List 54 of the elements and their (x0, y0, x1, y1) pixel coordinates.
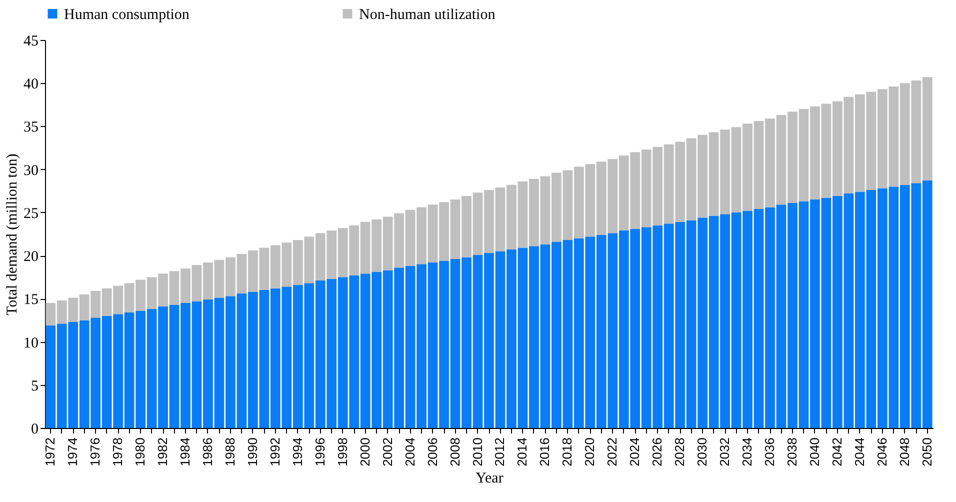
x-tick-label: 2034 (740, 438, 755, 466)
x-tick-label: 2012 (492, 438, 508, 466)
x-tick-label: 1980 (132, 438, 148, 466)
x-tick-label: 2028 (672, 438, 688, 466)
x-tick-label: 2032 (717, 438, 732, 466)
y-axis-title: Total demand (million ton) (4, 154, 20, 316)
x-tick-label: 2038 (784, 438, 800, 466)
x-tick-label: 2020 (582, 438, 598, 466)
x-tick-label: 2036 (762, 438, 778, 466)
x-tick-label: 1976 (88, 438, 103, 466)
x-tick-label: 1996 (312, 438, 328, 466)
x-tick-label: 2046 (874, 438, 890, 466)
x-tick-label: 2000 (357, 438, 372, 466)
x-tick-label: 1982 (155, 438, 170, 466)
x-tick-label: 1972 (42, 438, 58, 466)
y-tick-label: 25 (24, 206, 38, 222)
x-tick-label: 1978 (110, 438, 126, 466)
y-tick-label: 5 (31, 378, 38, 394)
x-tick-label: 2016 (537, 438, 552, 466)
x-tick-label: 2008 (447, 438, 462, 466)
x-tick-label: 2042 (829, 438, 844, 466)
x-tick-label: 2022 (604, 438, 620, 466)
x-tick-label: 1992 (267, 438, 282, 466)
x-tick-label: 1974 (65, 438, 80, 466)
x-tick-label: 2048 (896, 438, 912, 466)
x-tick-label: 1994 (290, 438, 305, 466)
x-axis-title: Year (476, 470, 504, 486)
x-tick-label: 1990 (244, 438, 260, 466)
legend-label: Non-human utilization (359, 6, 496, 23)
x-tick-label: 2018 (560, 438, 575, 466)
x-tick-label: 1986 (200, 438, 215, 466)
x-tick-label: 1984 (178, 438, 193, 466)
y-tick-label: 40 (24, 76, 38, 93)
legend-label: Human consumption (64, 6, 190, 23)
x-tick-label: 2044 (852, 438, 867, 466)
y-tick-label: 20 (24, 249, 38, 266)
x-tick-label: 1988 (222, 438, 238, 466)
y-tick-label: 10 (24, 335, 38, 352)
y-tick-label: 15 (24, 292, 38, 308)
x-tick-label: 2040 (806, 438, 822, 466)
y-tick-label: 35 (24, 120, 38, 136)
y-tick-label: 45 (24, 34, 38, 50)
x-tick-label: 1998 (334, 438, 350, 466)
x-tick-label: 2026 (650, 438, 665, 466)
x-tick-label: 2050 (919, 438, 934, 466)
x-tick-label: 2030 (694, 438, 710, 466)
x-tick-label: 2006 (424, 438, 440, 466)
y-tick-label: 30 (24, 162, 38, 179)
y-tick-label: 0 (31, 422, 38, 438)
x-tick-label: 2024 (627, 438, 642, 466)
x-tick-label: 2010 (470, 438, 485, 466)
x-tick-label: 2002 (380, 438, 395, 466)
x-tick-label: 2014 (514, 438, 530, 466)
x-tick-label: 2004 (402, 438, 418, 466)
